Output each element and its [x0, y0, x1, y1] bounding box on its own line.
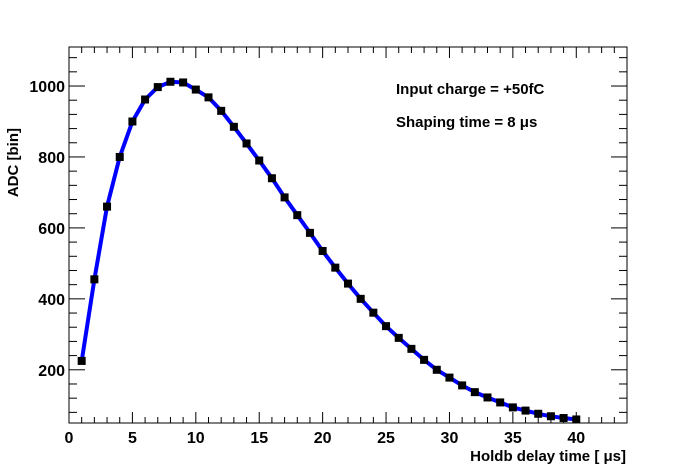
data-point — [128, 117, 137, 126]
data-point — [153, 83, 162, 92]
data-point — [179, 78, 188, 87]
data-point — [420, 355, 429, 364]
data-point — [255, 156, 264, 165]
data-point — [445, 373, 454, 382]
data-point — [483, 393, 492, 402]
data-point — [293, 211, 302, 220]
data-point — [382, 322, 391, 331]
x-tick-label: 0 — [65, 430, 74, 447]
x-tick-label: 30 — [441, 430, 459, 447]
x-tick-label: 25 — [377, 430, 395, 447]
data-point — [559, 414, 568, 423]
x-tick-label: 5 — [128, 430, 137, 447]
data-point — [217, 106, 226, 115]
y-tick-label: 600 — [38, 221, 65, 238]
data-point — [534, 409, 543, 418]
data-point — [356, 294, 365, 303]
data-point — [77, 356, 86, 365]
x-tick-label: 40 — [567, 430, 585, 447]
data-point — [318, 246, 327, 255]
x-tick-label: 10 — [187, 430, 205, 447]
data-point — [90, 275, 99, 284]
data-point — [103, 202, 112, 211]
data-point — [229, 122, 238, 131]
data-point — [432, 365, 441, 374]
data-point — [508, 403, 517, 412]
annotation-input-charge: Input charge = +50fC — [396, 81, 545, 98]
data-point — [496, 398, 505, 407]
data-point — [369, 308, 378, 317]
data-point — [166, 77, 175, 86]
data-point — [204, 93, 213, 102]
data-point — [407, 344, 416, 353]
x-tick-label: 15 — [250, 430, 268, 447]
annotation-shaping-time: Shaping time = 8 μs — [396, 114, 537, 131]
data-point — [458, 381, 467, 390]
y-tick-label: 200 — [38, 363, 65, 380]
x-tick-label: 35 — [504, 430, 522, 447]
x-axis-title: Holdb delay time [ μs] — [470, 448, 626, 465]
data-point — [394, 333, 403, 342]
y-tick-label: 800 — [38, 150, 65, 167]
x-tick-label: 20 — [314, 430, 332, 447]
data-point — [115, 152, 124, 161]
data-point — [305, 228, 314, 237]
data-point — [141, 95, 150, 104]
y-axis-title: ADC [bin] — [5, 128, 22, 197]
data-point — [267, 174, 276, 183]
data-point — [521, 406, 530, 415]
data-point — [191, 85, 200, 94]
plot-frame — [68, 46, 628, 424]
data-point — [546, 412, 555, 421]
y-tick-label: 1000 — [29, 79, 65, 96]
data-point — [242, 139, 251, 148]
data-point — [344, 279, 352, 288]
data-point — [470, 388, 479, 397]
data-point — [572, 415, 581, 424]
data-point — [280, 193, 289, 202]
series-line — [79, 79, 577, 422]
y-tick-label: 400 — [38, 292, 65, 309]
data-point — [331, 263, 340, 272]
